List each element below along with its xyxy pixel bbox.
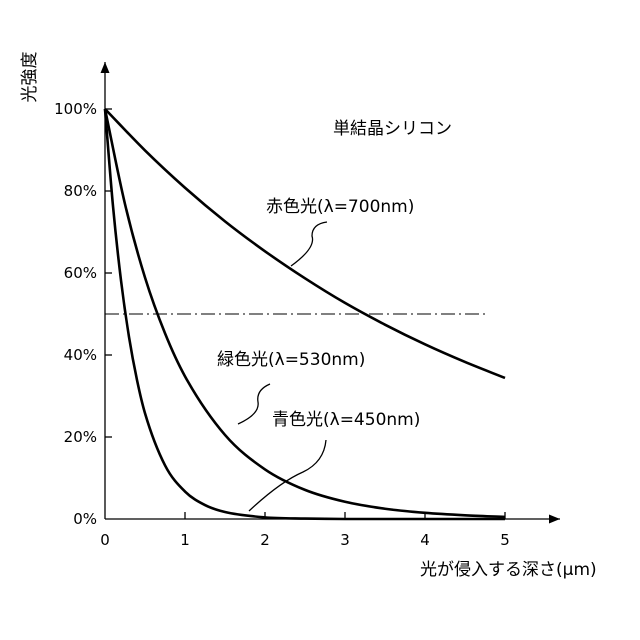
y-axis-label: 光強度: [20, 52, 40, 103]
series-label-green: 緑色光(λ=530nm): [217, 350, 365, 370]
x-tick-label: 3: [340, 531, 350, 549]
y-tick-label: 20%: [64, 428, 97, 446]
green-light-leader: [238, 384, 270, 424]
y-axis-arrow: [101, 62, 110, 73]
x-tick-label: 0: [100, 531, 110, 549]
x-tick-label: 4: [420, 531, 430, 549]
x-tick-label: 5: [500, 531, 510, 549]
y-tick-label: 100%: [54, 100, 97, 118]
red-light-leader: [291, 222, 327, 266]
chart-title: 単結晶シリコン: [333, 119, 452, 139]
x-tick-label: 1: [180, 531, 190, 549]
series-label-red: 赤色光(λ=700nm): [266, 197, 414, 217]
y-tick-label: 40%: [64, 346, 97, 364]
series-label-blue: 青色光(λ=450nm): [272, 410, 420, 430]
blue-light-leader: [249, 440, 326, 511]
y-tick-label: 80%: [64, 182, 97, 200]
x-axis-label: 光が侵入する深さ(μm): [420, 560, 597, 580]
red-light-curve: [105, 109, 505, 378]
x-axis-arrow: [549, 515, 560, 524]
x-tick-label: 2: [260, 531, 270, 549]
y-tick-label: 0%: [73, 510, 97, 528]
y-tick-label: 60%: [64, 264, 97, 282]
